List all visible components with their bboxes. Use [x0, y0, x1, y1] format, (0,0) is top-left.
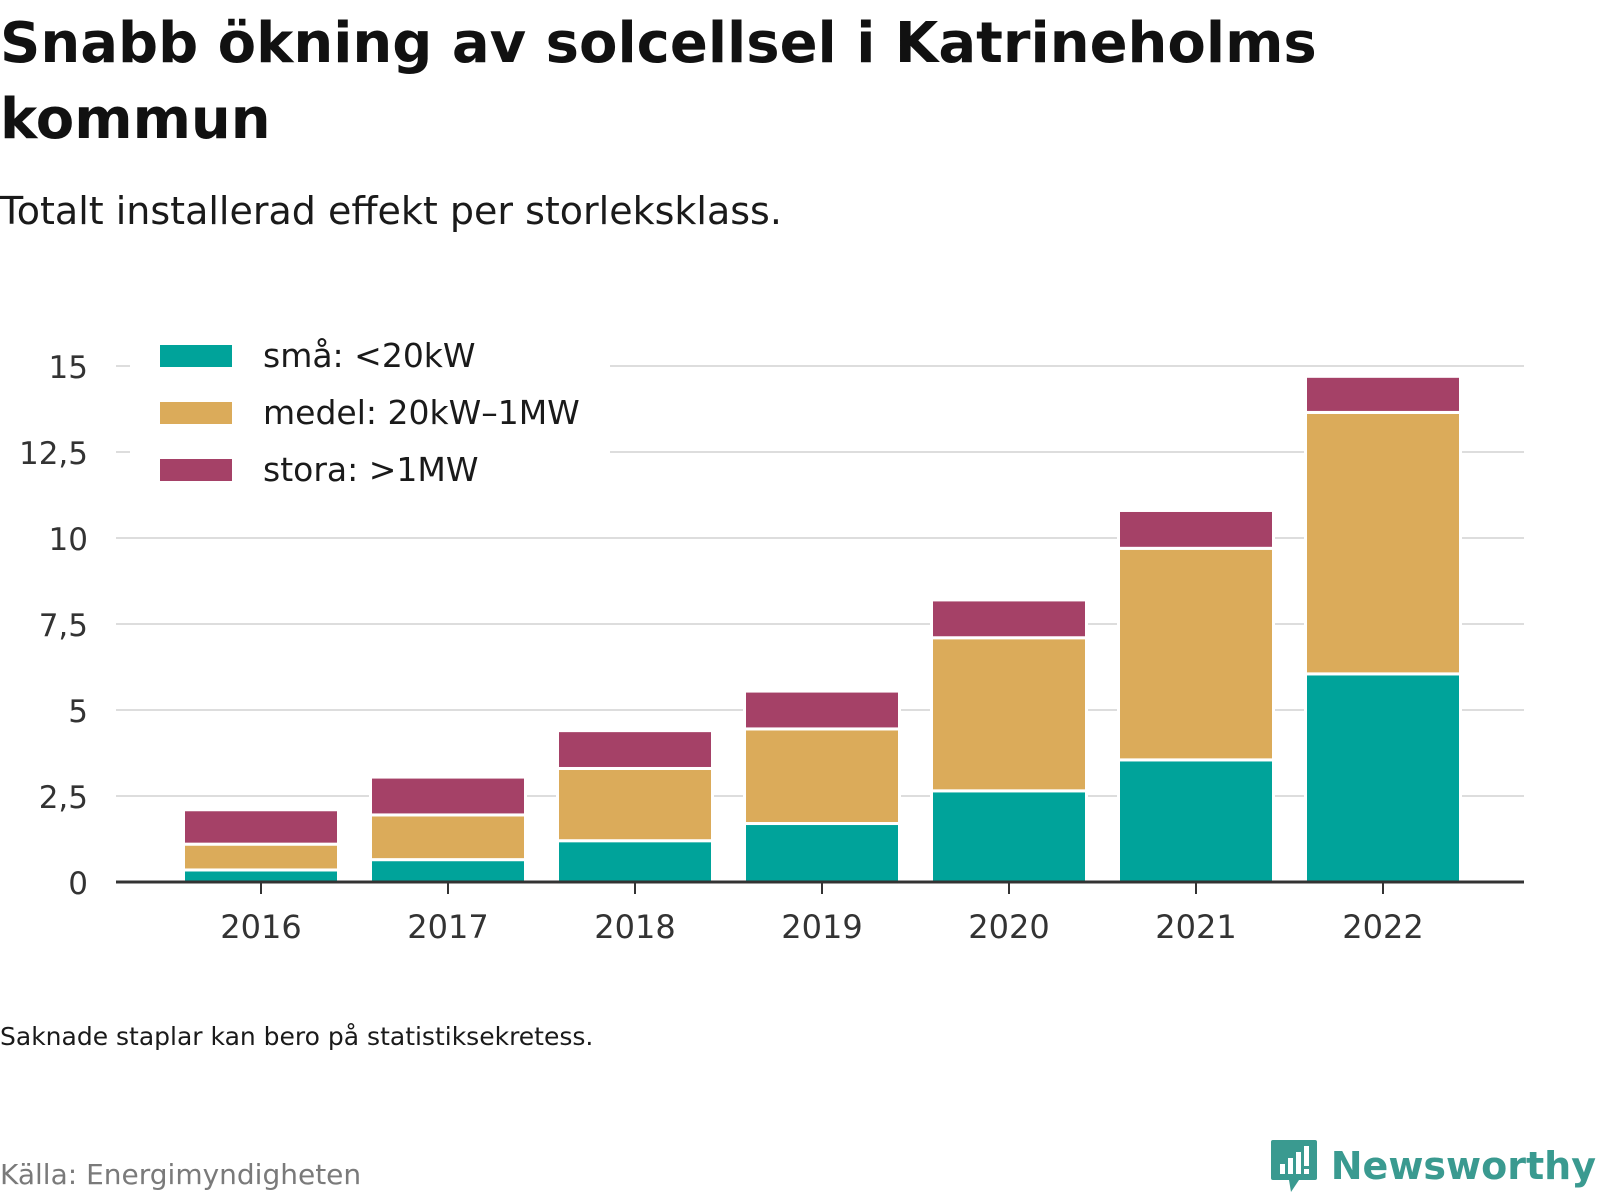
y-tick-label: 12,5	[19, 436, 88, 472]
y-tick-label: 0	[68, 866, 88, 902]
legend-swatch	[160, 459, 232, 481]
bar-segment	[556, 729, 714, 770]
bar-segment	[182, 808, 340, 846]
bar-segment	[1117, 508, 1275, 550]
y-tick-label: 10	[49, 522, 88, 558]
bar-segment	[743, 689, 901, 731]
x-tick-label: 2022	[1342, 908, 1423, 946]
newsworthy-logo-icon	[1270, 1140, 1317, 1192]
footnote: Saknade staplar kan bero på statistiksek…	[0, 1022, 594, 1051]
x-tick-label: 2019	[781, 908, 862, 946]
bar-segment	[1304, 374, 1462, 414]
bar-segment	[1117, 758, 1275, 884]
x-axis	[116, 880, 1524, 894]
bar-segment	[1304, 410, 1462, 676]
y-tick-label: 15	[49, 350, 88, 386]
bar-segment	[743, 822, 901, 884]
legend-label: stora: >1MW	[263, 450, 478, 489]
y-tick-label: 5	[68, 694, 88, 730]
bar-segment	[182, 842, 340, 872]
bar-segment	[930, 636, 1088, 793]
bar-segment	[1304, 672, 1462, 884]
x-tick-label: 2018	[594, 908, 675, 946]
bar-segment	[930, 598, 1088, 640]
bar-segment	[369, 813, 527, 862]
stacked-bar-chart: 0 2,5 5 7,5 10 12,5 15 2016 2017 2018 2019 2020 202…	[19, 328, 1524, 946]
y-axis-labels: 0 2,5 5 7,5 10 12,5 15	[19, 350, 88, 902]
bar-segment	[930, 789, 1088, 884]
y-tick-label: 2,5	[39, 780, 88, 816]
chart-title: Snabb ökning av solcellsel i Katrineholm…	[0, 11, 1317, 152]
legend: små: <20kW medel: 20kW–1MW stora: >1MW	[130, 328, 610, 504]
legend-swatch	[160, 345, 232, 367]
x-axis-labels: 2016 2017 2018 2019 2020 2021 2022	[220, 908, 1423, 946]
bar-segment	[743, 727, 901, 826]
legend-label: medel: 20kW–1MW	[263, 393, 580, 432]
x-tick-label: 2020	[968, 908, 1049, 946]
bar-segment	[182, 868, 340, 884]
chart-subtitle: Totalt installerad effekt per storlekskl…	[0, 189, 782, 233]
brand-logo: Newsworthy	[1269, 1138, 1596, 1194]
bar-segment	[369, 775, 527, 817]
x-tick-label: 2016	[220, 908, 301, 946]
bar-segment	[369, 858, 527, 884]
brand-name: Newsworthy	[1330, 1144, 1596, 1188]
bar-segment	[1117, 546, 1275, 762]
y-tick-label: 7,5	[39, 608, 88, 644]
legend-label: små: <20kW	[263, 336, 476, 375]
bars	[182, 374, 1462, 884]
legend-swatch	[160, 402, 232, 424]
x-tick-label: 2021	[1155, 908, 1236, 946]
bar-segment	[556, 766, 714, 843]
bar-segment	[556, 839, 714, 884]
x-tick-label: 2017	[407, 908, 488, 946]
source-label: Källa: Energimyndigheten	[0, 1158, 362, 1191]
